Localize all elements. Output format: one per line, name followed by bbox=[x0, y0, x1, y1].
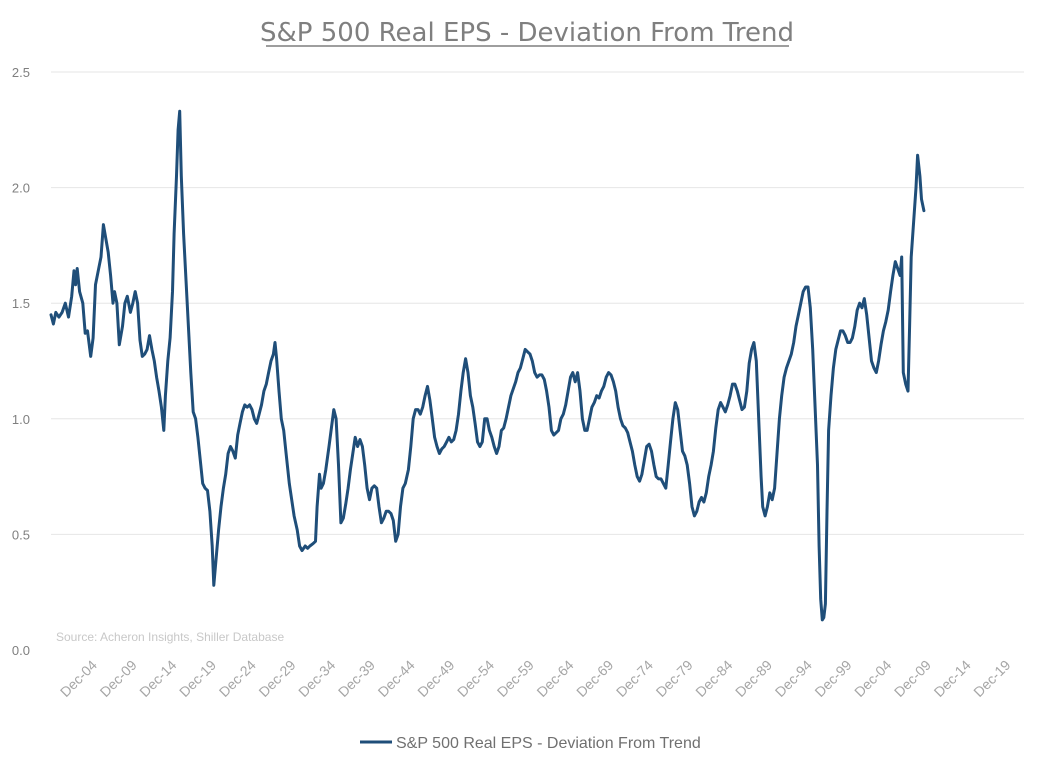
y-tick-label: 2.0 bbox=[12, 181, 30, 196]
x-tick-label: Dec-79 bbox=[653, 657, 696, 700]
x-tick-label: Dec-19 bbox=[176, 657, 219, 700]
x-tick-label: Dec-34 bbox=[295, 657, 338, 700]
x-tick-label: Dec-24 bbox=[216, 657, 259, 700]
x-tick-label: Dec-09 bbox=[97, 657, 140, 700]
y-axis: 0.0 0.5 1.0 1.5 2.0 2.5 bbox=[12, 65, 30, 658]
x-tick-label: Dec-29 bbox=[255, 657, 298, 700]
x-tick-label: Dec-19 bbox=[970, 657, 1013, 700]
series-line bbox=[49, 109, 926, 622]
gridlines bbox=[51, 71, 1024, 535]
x-tick-label: Dec-74 bbox=[613, 657, 656, 700]
x-tick-label: Dec-04 bbox=[851, 657, 894, 700]
x-tick-label: Dec-54 bbox=[454, 657, 497, 700]
y-tick-label: 0.0 bbox=[12, 643, 30, 658]
y-tick-label: 1.5 bbox=[12, 296, 30, 311]
x-tick-label: Dec-09 bbox=[891, 657, 934, 700]
x-axis: Dec-04Dec-09Dec-14Dec-19Dec-24Dec-29Dec-… bbox=[57, 657, 1014, 700]
chart-title: S&P 500 Real EPS - Deviation From Trend bbox=[260, 18, 794, 48]
x-tick-label: Dec-04 bbox=[57, 657, 100, 700]
x-tick-label: Dec-59 bbox=[494, 657, 537, 700]
y-tick-label: 1.0 bbox=[12, 412, 30, 427]
y-tick-label: 2.5 bbox=[12, 65, 30, 80]
x-tick-label: Dec-99 bbox=[811, 657, 854, 700]
legend-label: S&P 500 Real EPS - Deviation From Trend bbox=[396, 735, 701, 752]
x-tick-label: Dec-44 bbox=[375, 657, 418, 700]
legend: S&P 500 Real EPS - Deviation From Trend bbox=[360, 735, 701, 752]
x-tick-label: Dec-84 bbox=[692, 657, 735, 700]
y-tick-label: 0.5 bbox=[12, 527, 30, 542]
source-note: Source: Acheron Insights, Shiller Databa… bbox=[56, 630, 284, 644]
x-tick-label: Dec-89 bbox=[732, 657, 775, 700]
x-tick-label: Dec-14 bbox=[931, 657, 974, 700]
x-tick-label: Dec-64 bbox=[533, 657, 576, 700]
series-layer bbox=[49, 109, 926, 622]
x-tick-label: Dec-14 bbox=[136, 657, 179, 700]
x-tick-label: Dec-69 bbox=[573, 657, 616, 700]
x-tick-label: Dec-49 bbox=[414, 657, 457, 700]
x-tick-label: Dec-94 bbox=[772, 657, 815, 700]
x-tick-label: Dec-39 bbox=[335, 657, 378, 700]
